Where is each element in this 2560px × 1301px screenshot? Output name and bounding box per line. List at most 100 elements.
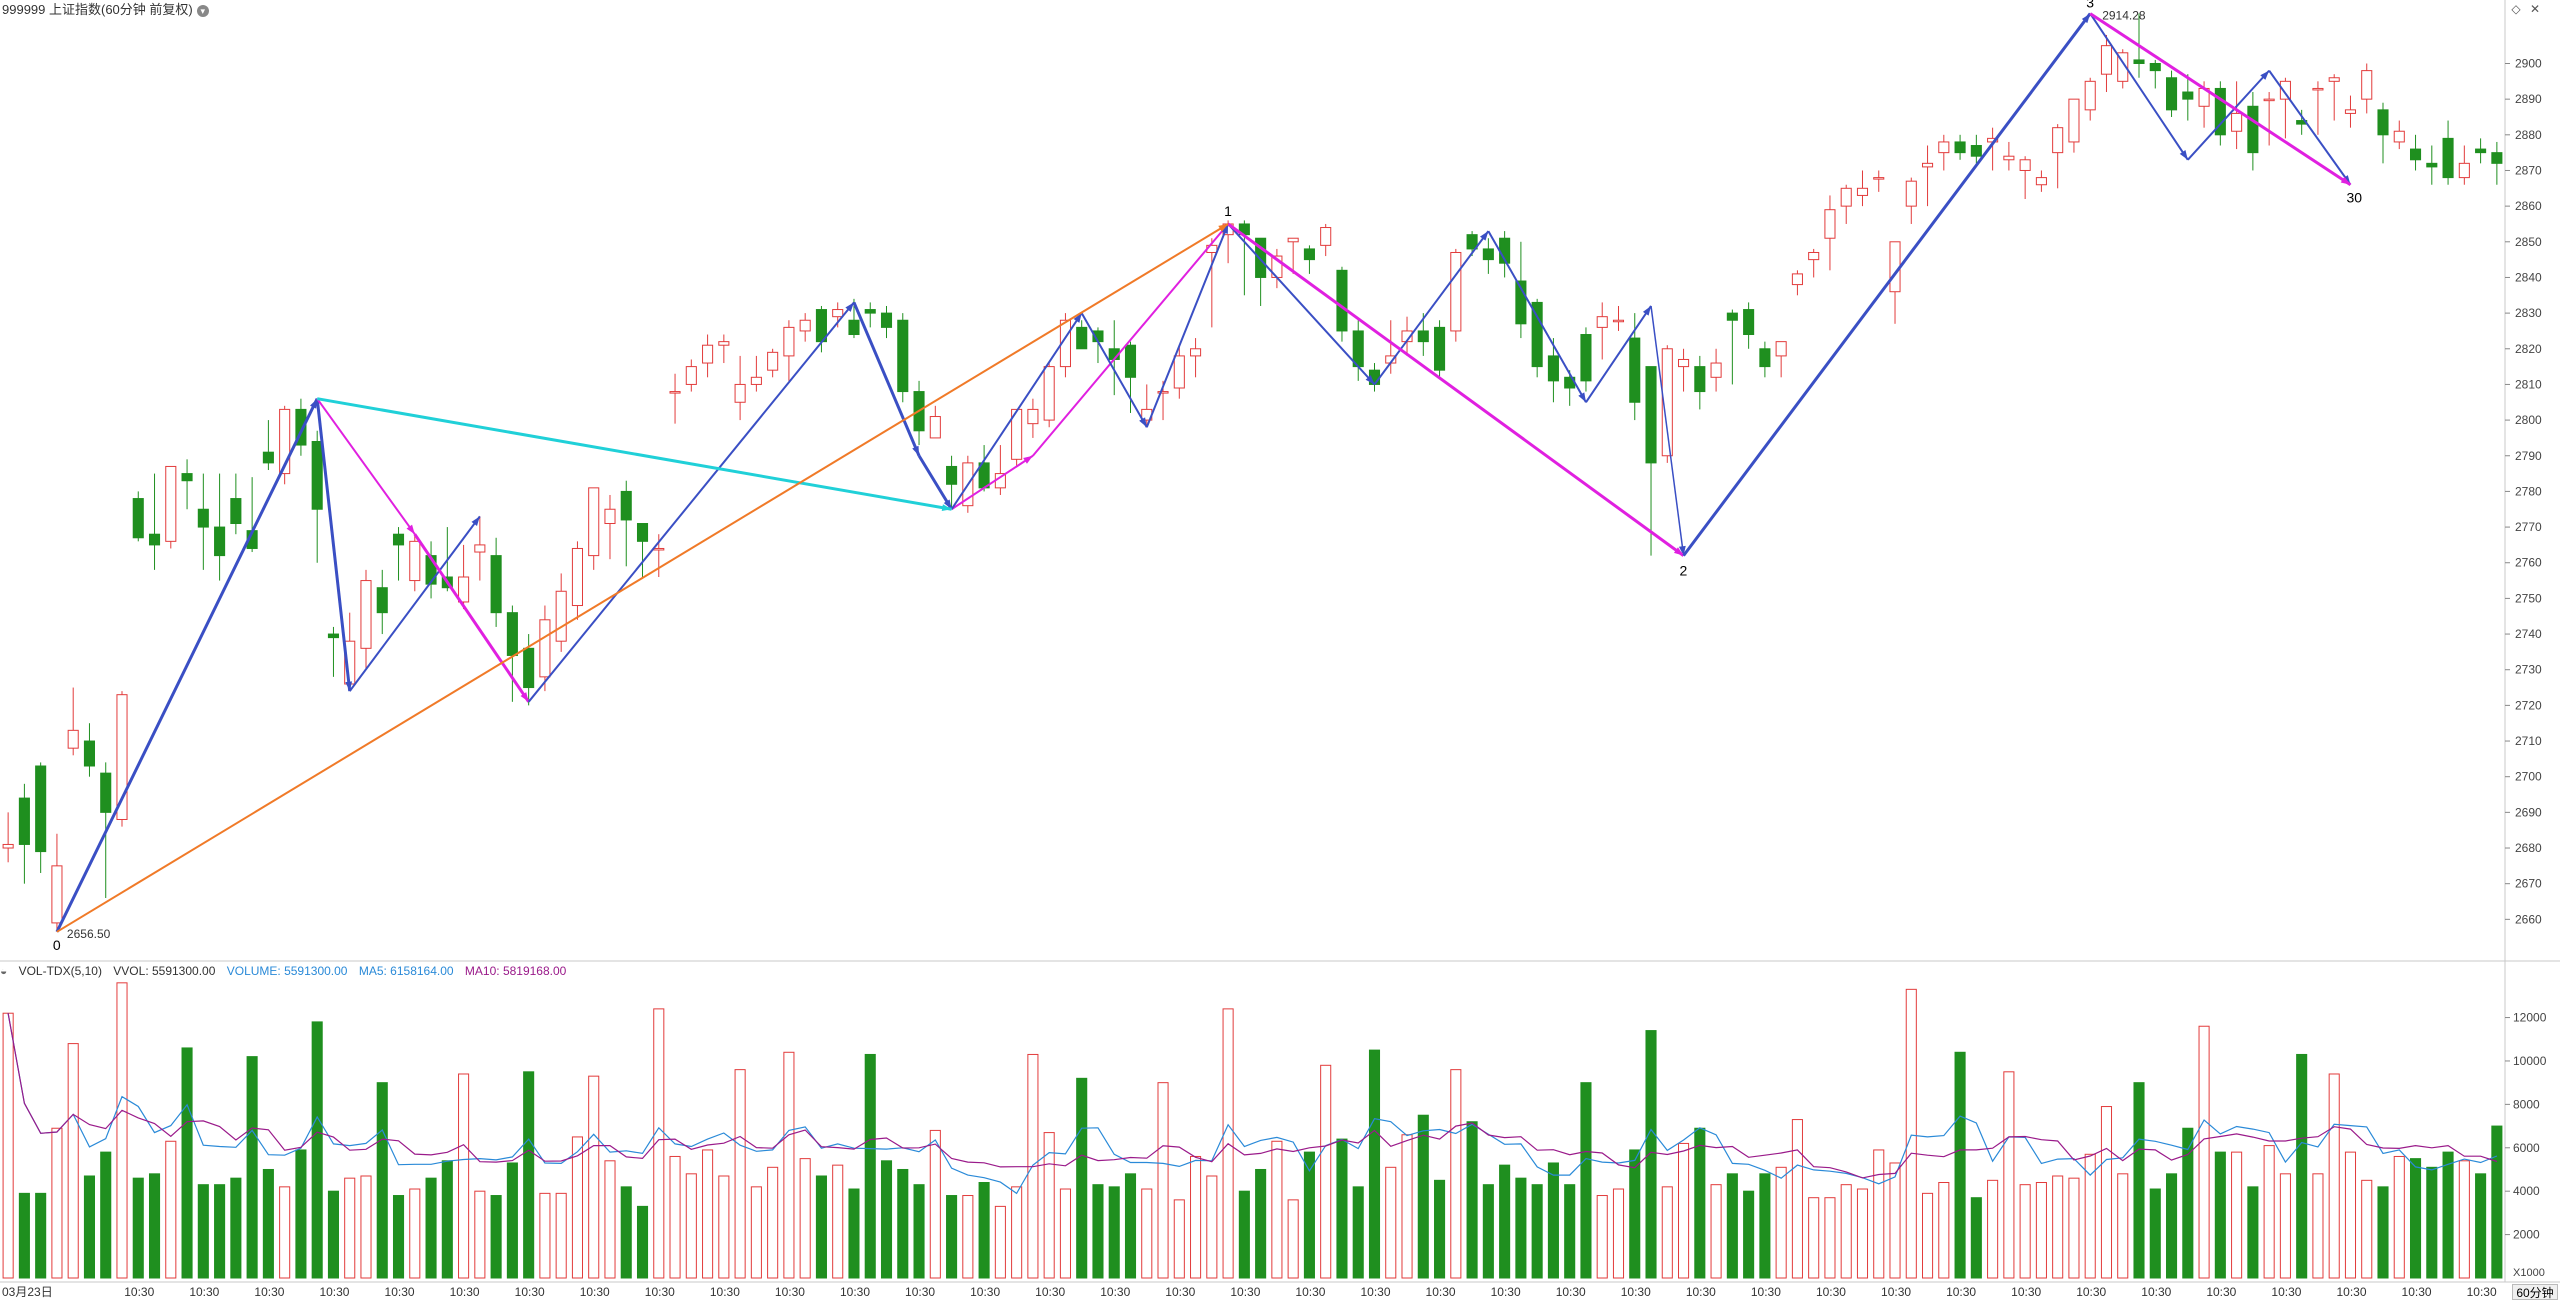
stroke-blue (527, 301, 855, 703)
candle-down (1726, 312, 1738, 321)
volume-bar-up (2279, 1173, 2291, 1279)
volume-bar-up (116, 982, 128, 1279)
candle-down (1743, 309, 1755, 336)
candle-up (1710, 362, 1722, 378)
candle-up (653, 547, 665, 551)
candle-up (2312, 87, 2324, 91)
volume-tick-label: 4000 (2513, 1184, 2540, 1198)
window-controls: ◇ ✕ (2511, 2, 2540, 16)
time-label: 10:30 (1556, 1285, 1586, 1299)
candle-up (1450, 251, 1462, 332)
volume-bar-up (1612, 1188, 1625, 1279)
volume-bar-down (880, 1160, 893, 1279)
time-label-date: 03月23日 (2, 1285, 53, 1299)
candle-down (1434, 326, 1446, 371)
volume-bar-down (1629, 1149, 1641, 1279)
close-icon[interactable]: ✕ (2529, 2, 2540, 16)
volume-tick-label: 12000 (2513, 1011, 2547, 1025)
candle-up (2328, 77, 2340, 82)
time-label: 10:30 (580, 1285, 610, 1299)
volume-bar-up (962, 1195, 974, 1279)
volume-bar-up (669, 1155, 681, 1279)
candle-up (1905, 180, 1917, 207)
candle-down (2475, 148, 2487, 154)
time-label: 10:30 (1295, 1285, 1325, 1299)
candle-down (2377, 109, 2389, 136)
candle-up (539, 619, 551, 678)
period-button[interactable]: 60分钟 (2512, 1284, 2558, 1300)
candle-up (1157, 391, 1169, 394)
legend-toggle-icon[interactable]: ◒ (0, 964, 8, 978)
volume-bar-up (2035, 1182, 2047, 1279)
time-label: 10:30 (970, 1285, 1000, 1299)
volume-bar-down (1092, 1184, 1104, 1279)
volume-bar-up (1157, 1082, 1169, 1279)
stroke-blue (1373, 230, 1490, 386)
candle-down (1580, 334, 1592, 382)
volume-bar-up (1987, 1179, 1999, 1279)
candle-up (799, 319, 811, 332)
candle-up (1938, 141, 1950, 154)
candle-down (490, 555, 502, 614)
circle-down-icon[interactable]: ▾ (196, 4, 209, 17)
volume-bar-up (409, 1188, 421, 1279)
volume-bar-up (1922, 1192, 1934, 1279)
point-label-30: 30 (2346, 190, 2362, 206)
ma10-value: MA10: 5819168.00 (464, 964, 567, 978)
candle-down (1759, 348, 1771, 368)
volume-bar-up (1905, 988, 1917, 1279)
candle-up (571, 547, 583, 607)
volume-bar-down (246, 1056, 258, 1279)
candle-down (392, 533, 405, 546)
candle-up (2117, 52, 2129, 82)
candle-up (718, 341, 730, 346)
volume-bar-up (2100, 1106, 2113, 1279)
volume-bar-up (1271, 1140, 1283, 1279)
time-label: 10:30 (775, 1285, 805, 1299)
price-tick-label: 2700 (2515, 770, 2542, 784)
volume-bar-down (1482, 1184, 1494, 1279)
candle-up (1922, 162, 1934, 168)
volume-bar-down (2247, 1186, 2259, 1279)
segment-cyan (316, 397, 952, 511)
time-label: 10:30 (840, 1285, 870, 1299)
volume-bar-up (2231, 1151, 2243, 1279)
high-price-label: 2914.28 (2102, 9, 2146, 23)
time-label: 10:30 (385, 1285, 415, 1299)
time-label: 10:30 (645, 1285, 675, 1299)
volume-bar-up (734, 1069, 746, 1279)
volume-bar-up (2, 1012, 14, 1279)
volume-bar-up (2361, 1179, 2373, 1279)
candle-up (2084, 80, 2096, 111)
time-label: 10:30 (1491, 1285, 1521, 1299)
candle-up (2393, 130, 2405, 143)
candle-up (279, 408, 291, 475)
candle-down (506, 612, 518, 656)
diamond-icon[interactable]: ◇ (2511, 2, 2521, 16)
volume-bar-down (1564, 1184, 1576, 1279)
volume-bar-down (262, 1168, 274, 1279)
candle-down (636, 523, 649, 542)
candle-down (620, 490, 632, 521)
candle-up (783, 326, 795, 357)
candle-up (1287, 237, 1299, 243)
candle-up (2068, 98, 2080, 143)
time-label: 10:30 (1165, 1285, 1195, 1299)
candle-down (2426, 162, 2438, 168)
stroke-blue (1650, 305, 1685, 556)
candle-up (929, 416, 941, 439)
stroke-blue-head (1642, 305, 1652, 316)
price-tick-label: 2900 (2515, 56, 2542, 70)
candle-up (2035, 177, 2047, 186)
candle-up (1678, 358, 1690, 368)
time-label: 10:30 (2206, 1285, 2236, 1299)
candle-down (295, 408, 307, 446)
price-tick-label: 2730 (2515, 663, 2542, 677)
stroke-blue-head (1221, 223, 1229, 234)
volume-bar-down (1108, 1186, 1120, 1279)
volume-bar-up (994, 1205, 1006, 1279)
candle-up (750, 376, 762, 385)
time-label: 10:30 (2011, 1285, 2041, 1299)
volume-bar-down (2491, 1125, 2503, 1279)
stroke-blue-head (2179, 150, 2188, 160)
